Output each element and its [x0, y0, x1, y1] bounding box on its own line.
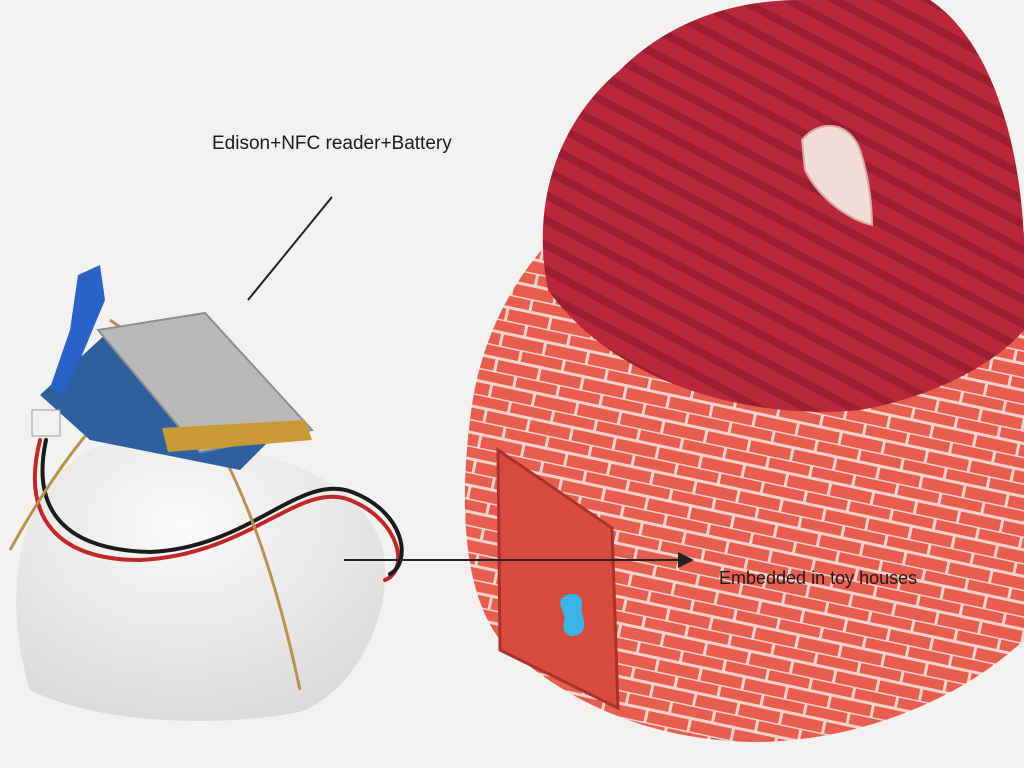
toy-label: Embedded in toy houses — [719, 568, 918, 588]
toy-door — [496, 447, 620, 711]
battery-tape — [162, 420, 312, 452]
roof-patch — [800, 124, 874, 227]
wires — [33, 438, 404, 582]
hardware-label: Edison+NFC reader+Battery — [212, 133, 452, 154]
toy-pointer-arrowhead — [678, 552, 694, 568]
toy-roof — [542, 0, 1024, 412]
battery — [96, 311, 314, 454]
hardware-pointer-line — [247, 196, 333, 301]
blue-clip — [50, 265, 105, 395]
door-patch — [560, 593, 585, 637]
board-connector — [31, 409, 61, 437]
